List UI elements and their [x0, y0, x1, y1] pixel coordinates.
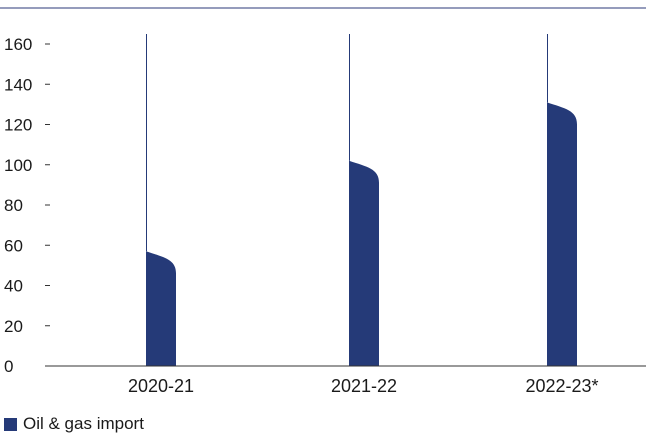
y-tick-label: 0	[4, 357, 13, 376]
x-tick-label: 2022-23*	[525, 376, 598, 396]
y-tick-label: 40	[4, 277, 23, 296]
legend-swatch	[4, 417, 17, 431]
y-tick-label: 20	[4, 317, 23, 336]
y-tick-label: 60	[4, 236, 23, 255]
legend-label: Oil & gas import	[23, 414, 144, 433]
x-axis-labels: 2020-21 2021-22 2022-23*	[128, 376, 599, 396]
legend: Oil & gas import	[4, 414, 144, 434]
bars	[146, 102, 577, 367]
y-tick-label: 120	[4, 116, 32, 135]
y-tick-label: 100	[4, 156, 32, 175]
y-axis-ticks: 0 20 40 60 80 100 120 140 160	[4, 35, 50, 376]
bar	[547, 102, 577, 367]
bar	[146, 251, 176, 366]
x-tick-label: 2020-21	[128, 376, 194, 396]
x-tick-label: 2021-22	[331, 376, 397, 396]
chart: 0 20 40 60 80 100 120 140 160 2020-21 2021-22 2022…	[0, 7, 646, 396]
y-tick-label: 140	[4, 75, 32, 94]
y-tick-label: 80	[4, 196, 23, 215]
bar-guide-lines	[146, 34, 548, 252]
y-tick-label: 160	[4, 35, 32, 54]
bar	[349, 160, 379, 366]
